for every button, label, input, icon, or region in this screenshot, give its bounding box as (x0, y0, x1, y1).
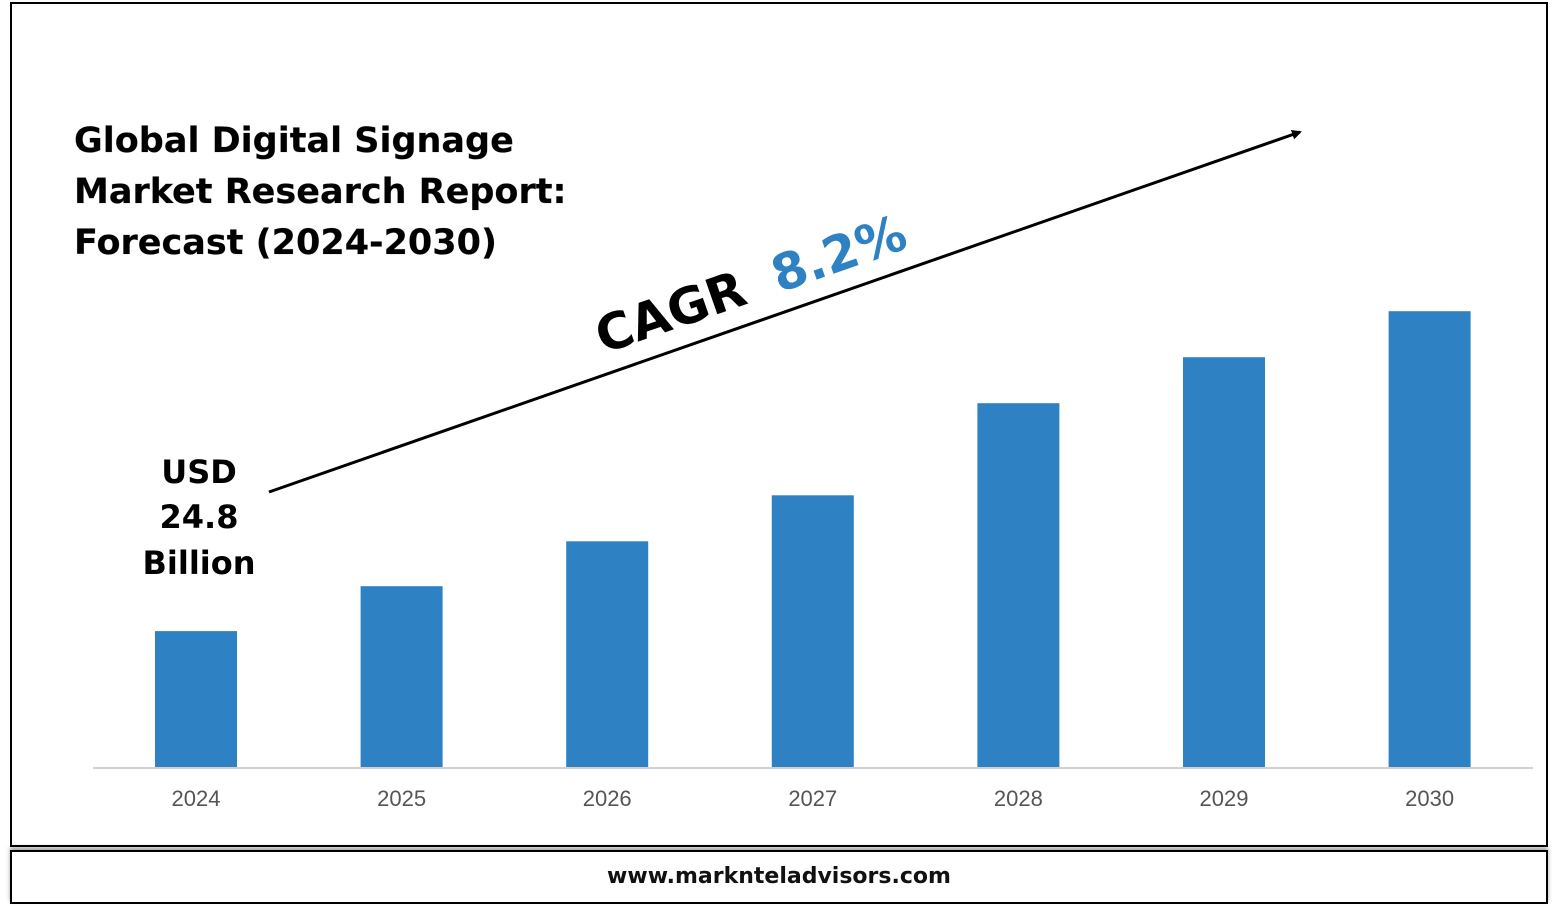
x-tick-2030: 2030 (1405, 786, 1454, 811)
bar-2028 (977, 403, 1060, 767)
start-value-currency: USD (161, 453, 237, 491)
chart-title: Global Digital Signage Market Research R… (74, 121, 567, 264)
x-axis-ticks: 2024 2025 2026 2027 2028 2029 2030 (172, 786, 1455, 811)
bar-2025 (360, 586, 443, 767)
bar-2029 (1183, 357, 1265, 767)
x-tick-2026: 2026 (583, 786, 632, 811)
footer-bar: www.marknteladvisors.com (10, 850, 1548, 904)
bar-2024 (155, 631, 237, 767)
bar-series (155, 311, 1471, 767)
bar-2027 (771, 495, 854, 767)
x-tick-2025: 2025 (377, 786, 426, 811)
x-tick-2024: 2024 (172, 786, 221, 811)
bar-2030 (1388, 311, 1471, 767)
cagr-label: CAGR (588, 260, 753, 366)
growth-arrow (268, 129, 1302, 494)
chart-canvas: Global Digital Signage Market Research R… (74, 121, 1533, 811)
start-value-annotation: USD 24.8 Billion (142, 453, 255, 582)
start-value-number: 24.8 (160, 498, 239, 536)
title-line-1: Global Digital Signage (74, 121, 514, 161)
title-line-3: Forecast (2024-2030) (74, 223, 497, 263)
title-line-2: Market Research Report: (74, 172, 566, 212)
bar-2026 (566, 541, 649, 767)
x-tick-2028: 2028 (994, 786, 1043, 811)
x-tick-2029: 2029 (1200, 786, 1249, 811)
cagr-value: 8.2% (764, 204, 914, 304)
start-value-unit: Billion (142, 544, 255, 582)
footer-url: www.marknteladvisors.com (607, 864, 951, 889)
x-tick-2027: 2027 (788, 786, 837, 811)
